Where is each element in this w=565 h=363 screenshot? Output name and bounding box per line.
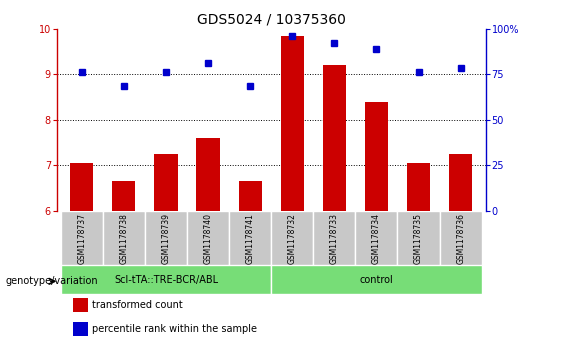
Bar: [145, 211, 187, 265]
Bar: [103, 211, 145, 265]
Text: GSM1178734: GSM1178734: [372, 213, 381, 264]
Bar: [365, 102, 388, 211]
Title: GDS5024 / 10375360: GDS5024 / 10375360: [197, 12, 346, 26]
Bar: [407, 163, 430, 211]
Bar: [355, 211, 398, 265]
Text: control: control: [359, 274, 393, 285]
Bar: [398, 211, 440, 265]
Text: percentile rank within the sample: percentile rank within the sample: [92, 324, 257, 334]
Text: GSM1178736: GSM1178736: [456, 213, 465, 264]
Text: GSM1178737: GSM1178737: [77, 213, 86, 264]
Bar: [60, 265, 271, 294]
Bar: [229, 211, 271, 265]
Text: transformed count: transformed count: [92, 300, 183, 310]
Bar: [314, 211, 355, 265]
Text: GSM1178735: GSM1178735: [414, 213, 423, 264]
Text: genotype/variation: genotype/variation: [6, 276, 98, 286]
Bar: [271, 211, 314, 265]
Bar: [238, 181, 262, 211]
Bar: [112, 181, 136, 211]
Text: GSM1178738: GSM1178738: [119, 213, 128, 264]
Bar: [271, 265, 482, 294]
Text: GSM1178740: GSM1178740: [203, 213, 212, 264]
Bar: [70, 163, 93, 211]
Text: GSM1178733: GSM1178733: [330, 213, 339, 264]
Bar: [154, 154, 177, 211]
Text: GSM1178732: GSM1178732: [288, 213, 297, 264]
Bar: [323, 65, 346, 211]
Bar: [60, 211, 103, 265]
Bar: [281, 36, 304, 211]
Bar: [197, 138, 220, 211]
Text: Scl-tTA::TRE-BCR/ABL: Scl-tTA::TRE-BCR/ABL: [114, 274, 218, 285]
Bar: [440, 211, 482, 265]
Bar: [187, 211, 229, 265]
Bar: [449, 154, 472, 211]
Text: GSM1178741: GSM1178741: [246, 213, 255, 264]
Text: GSM1178739: GSM1178739: [162, 213, 171, 264]
